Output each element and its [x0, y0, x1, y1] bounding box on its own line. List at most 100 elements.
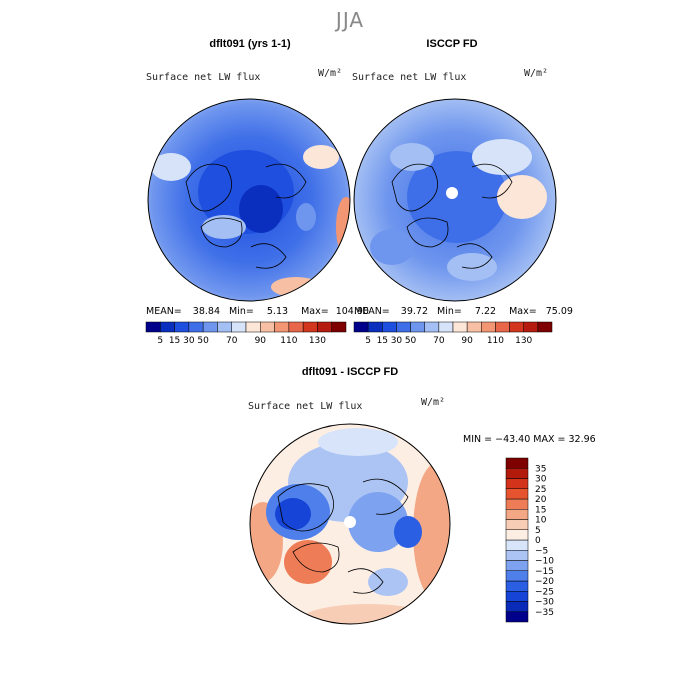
panel3-colorbar-swatch — [505, 478, 529, 489]
panel2-colorbar-swatch — [452, 321, 468, 333]
panel2-colorbar-swatch — [495, 321, 510, 333]
panel2-colorbar-tick-label: 90 — [461, 336, 473, 346]
panel1-colorbar-swatch — [231, 321, 247, 333]
panel3-colorbar-tick-label: −5 — [535, 546, 548, 556]
panel1-colorbar-swatch — [217, 321, 232, 333]
panel3-stats: MIN = −43.40 MAX = 32.96 — [463, 434, 596, 445]
panel3-colorbar-swatch — [505, 550, 529, 561]
panel2-title: ISCCP FD — [426, 38, 478, 50]
panel3-colorbar-tick-label: 35 — [535, 464, 546, 474]
panel2-min-label: Min= — [437, 306, 462, 317]
panel1-colorbar-swatch — [145, 321, 161, 333]
panel1-colorbar-tick-label: 130 — [309, 336, 326, 346]
panel2-colorbar-swatch — [438, 321, 454, 333]
panel2-colorbar-swatch — [481, 321, 496, 333]
panel2-colorbar-swatch — [424, 321, 440, 333]
panel1-title: dflt091 (yrs 1-1) — [209, 38, 291, 50]
panel1-colorbar-swatch — [274, 321, 290, 333]
panel3-colorbar-swatch — [505, 529, 529, 541]
panel1-colorbar-tick-label: 15 — [169, 336, 180, 346]
panel1-variable-label: Surface net LW flux — [146, 72, 261, 83]
panel3-colorbar-swatch — [505, 580, 529, 592]
panel2-min-value: 7.22 — [474, 306, 497, 317]
panel2-colorbar-tick-label: 5 — [365, 336, 371, 346]
panel3-colorbar-tick-label: −10 — [535, 557, 554, 567]
panel1-colorbar-tick-label: 70 — [226, 336, 238, 346]
panel1-mean-label: MEAN= — [146, 306, 182, 317]
panel3-colorbar-swatch — [505, 519, 529, 530]
panel1-polar-map — [147, 98, 351, 302]
panel1-colorbar-tick-label: 110 — [280, 336, 297, 346]
panel2-colorbar-swatch — [396, 321, 411, 333]
panel2-max-label: Max= — [509, 306, 537, 317]
panel1-colorbar-swatch — [188, 321, 204, 333]
panel3-colorbar-tick-label: 5 — [535, 526, 541, 536]
panel2-colorbar-swatch — [410, 321, 425, 333]
panel1-colorbar-swatch — [245, 321, 261, 333]
panel3-polar-map — [249, 423, 451, 625]
panel3-colorbar-swatch — [505, 591, 529, 602]
panel1-units-label: W/m² — [318, 68, 343, 79]
panel3-colorbar-tick-label: −25 — [535, 587, 554, 597]
panel2-colorbar-swatch — [382, 321, 397, 333]
panel3-colorbar-tick-label: 15 — [535, 505, 546, 515]
panel3-colorbar-swatch — [505, 539, 529, 551]
panel1-colorbar-swatch — [260, 321, 275, 333]
panel1-max-label: Max= — [301, 306, 329, 317]
panel2-colorbar-tick-label: 130 — [515, 336, 532, 346]
panel3-colorbar-swatch — [505, 498, 529, 510]
season-title: JJA — [335, 8, 365, 32]
panel3-title: dflt091 - ISCCP FD — [301, 366, 399, 378]
panel2-units-label: W/m² — [524, 68, 549, 79]
panel1-colorbar-tick-label: 90 — [255, 336, 267, 346]
panel1-colorbar-swatch — [202, 321, 218, 333]
panel2-colorbar-tick-label: 15 — [377, 336, 388, 346]
panel3-variable-label: Surface net LW flux — [248, 401, 363, 412]
panel2-colorbar-swatch — [509, 321, 524, 333]
panel3-colorbar-tick-label: 20 — [535, 495, 547, 505]
panel2-colorbar-swatch — [523, 321, 539, 333]
panel2-colorbar-swatch — [353, 321, 369, 333]
panel2-mean-label: MEAN= — [354, 306, 390, 317]
panel3-colorbar-swatch — [505, 457, 529, 469]
panel1-colorbar-swatch — [160, 321, 175, 333]
panel2-colorbar-swatch — [367, 321, 383, 333]
panel2-variable-label: Surface net LW flux — [352, 72, 467, 83]
panel3-colorbar-tick-label: 25 — [535, 485, 546, 495]
panel3-colorbar-swatch — [505, 560, 529, 571]
panel1-min-label: Min= — [229, 306, 254, 317]
panel2-colorbar-swatch — [537, 321, 553, 333]
panel2-colorbar: 5 15 30 50 70 90 110 130 — [353, 321, 553, 346]
panel2-mean-value: 39.72 — [400, 306, 428, 317]
panel3-colorbar-tick-label: −35 — [535, 608, 554, 618]
panel3-colorbar-tick-label: −15 — [535, 567, 554, 577]
panel3-colorbar-swatch — [505, 601, 529, 612]
panel2-max-value: 75.09 — [545, 306, 573, 317]
panel3-colorbar-tick-label: 10 — [535, 516, 547, 526]
panel1-colorbar-swatch — [331, 321, 347, 333]
panel3-colorbar-tick-label: 30 — [535, 475, 547, 485]
panel1-stats: MEAN= 38.84 Min= 5.13 Max= 104.90 — [146, 306, 369, 317]
panel1-max-value: 104.90 — [335, 306, 369, 317]
panel2-colorbar-tick-label: 110 — [487, 336, 504, 346]
panel1-mean-value: 38.84 — [192, 306, 220, 317]
panel2-colorbar-tick-label: 30 — [391, 336, 403, 346]
panel2-colorbar-swatch — [466, 321, 482, 333]
panel1-colorbar-tick-label: 50 — [197, 336, 209, 346]
panel3-colorbar-tick-label: 0 — [535, 536, 541, 546]
panel2-stats: MEAN= 39.72 Min= 7.22 Max= 75.09 — [354, 306, 573, 317]
panel3-colorbar-tick-label: −20 — [535, 577, 554, 587]
panel3-colorbar-swatch — [505, 509, 529, 520]
panel1-colorbar-tick-label: 30 — [183, 336, 195, 346]
panel1-colorbar: 5 15 30 50 70 90 110 130 — [145, 321, 347, 346]
panel2-colorbar-tick-label: 70 — [433, 336, 445, 346]
panel3-units-label: W/m² — [421, 397, 446, 408]
panel3-colorbar-swatch — [505, 488, 529, 500]
panel3-colorbar-swatch — [505, 468, 529, 479]
panel3-colorbar-swatch — [505, 570, 529, 582]
panel2-colorbar-tick-label: 50 — [405, 336, 417, 346]
panel1-colorbar-swatch — [288, 321, 304, 333]
panel1-colorbar-swatch — [317, 321, 332, 333]
